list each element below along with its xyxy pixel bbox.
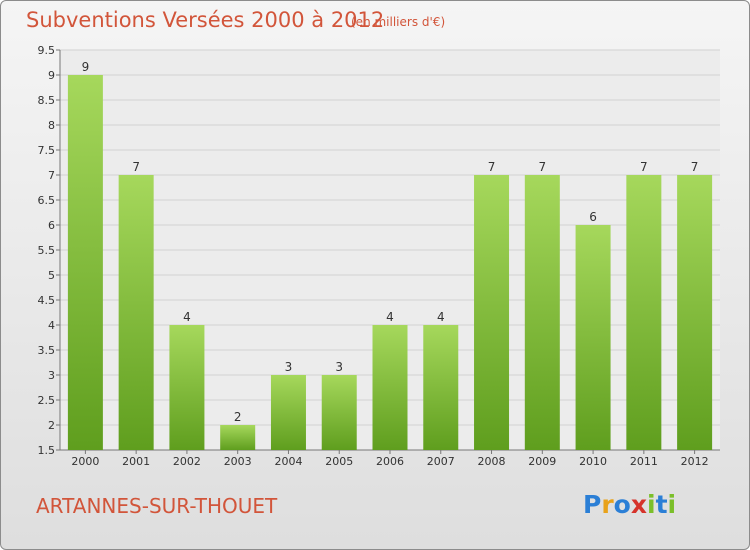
- x-tick-label-2009: 2009: [528, 455, 556, 468]
- x-tick-label-2005: 2005: [325, 455, 353, 468]
- value-label-2009: 7: [538, 160, 546, 174]
- bar-2003: [220, 425, 256, 450]
- value-label-2012: 7: [691, 160, 699, 174]
- y-tick-label: 4: [48, 319, 55, 332]
- y-tick-label: 3: [48, 369, 55, 382]
- bar-2000: [67, 75, 103, 450]
- x-tick-label-2011: 2011: [630, 455, 658, 468]
- value-label-2006: 4: [386, 310, 394, 324]
- logo-letter: x: [630, 490, 647, 519]
- bar-2006: [372, 325, 408, 450]
- value-label-2008: 7: [488, 160, 496, 174]
- logo-letter: i: [647, 490, 656, 519]
- value-label-2001: 7: [132, 160, 140, 174]
- labels: 1.5 2 2.5 3 3.5 4 4.5 5 5.5 6 6.5 7 7.5 8 8.5 9 9.5 9 2000…: [38, 44, 709, 468]
- x-tick-label-2000: 2000: [71, 455, 99, 468]
- y-tick-label: 3.5: [38, 344, 56, 357]
- commune-name: ARTANNES-SUR-THOUET: [36, 494, 278, 518]
- bar-2004: [270, 375, 306, 450]
- y-tick-label: 2: [48, 419, 55, 432]
- y-tick-label: 5.5: [38, 244, 56, 257]
- y-tick-label: 4.5: [38, 294, 56, 307]
- y-tick-label: 6.5: [38, 194, 56, 207]
- y-tick-label: 1.5: [38, 444, 56, 457]
- bar-2010: [575, 225, 611, 450]
- logo-letter: P: [583, 490, 602, 519]
- x-tick-label-2004: 2004: [274, 455, 302, 468]
- logo-letter: r: [601, 490, 614, 519]
- x-tick-label-2007: 2007: [427, 455, 455, 468]
- value-label-2005: 3: [335, 360, 343, 374]
- value-label-2000: 9: [82, 60, 90, 74]
- y-tick-label: 9: [48, 69, 55, 82]
- logo-letter: t: [655, 490, 668, 519]
- bar-2002: [169, 325, 205, 450]
- y-tick-label: 6: [48, 219, 55, 232]
- x-tick-label-2010: 2010: [579, 455, 607, 468]
- value-label-2007: 4: [437, 310, 445, 324]
- y-tick-label: 8.5: [38, 94, 56, 107]
- x-tick-label-2012: 2012: [681, 455, 709, 468]
- y-tick-label: 7.5: [38, 144, 56, 157]
- chart-title: Subventions Versées 2000 à 2012: [26, 8, 385, 32]
- bar-2012: [677, 175, 713, 450]
- bar-2009: [524, 175, 560, 450]
- y-tick-label: 7: [48, 169, 55, 182]
- value-label-2003: 2: [234, 410, 242, 424]
- proxiti-logo: Proxiti: [583, 490, 676, 519]
- bar-2005: [321, 375, 357, 450]
- bar-2008: [474, 175, 510, 450]
- y-tick-label: 9.5: [38, 44, 56, 57]
- x-tick-label-2001: 2001: [122, 455, 150, 468]
- y-tick-label: 5: [48, 269, 55, 282]
- bar-2011: [626, 175, 662, 450]
- logo-letter: o: [613, 490, 631, 519]
- x-tick-label-2006: 2006: [376, 455, 404, 468]
- x-tick-label-2002: 2002: [173, 455, 201, 468]
- chart-unit: (en milliers d'€): [351, 15, 446, 29]
- bar-2007: [423, 325, 459, 450]
- bars: [67, 75, 713, 450]
- y-tick-label: 2.5: [38, 394, 56, 407]
- x-tick-label-2008: 2008: [478, 455, 506, 468]
- y-tick-label: 8: [48, 119, 55, 132]
- x-tick-label-2003: 2003: [224, 455, 252, 468]
- value-label-2011: 7: [640, 160, 648, 174]
- value-label-2004: 3: [285, 360, 293, 374]
- value-label-2010: 6: [589, 210, 597, 224]
- value-label-2002: 4: [183, 310, 191, 324]
- logo-letter: i: [667, 490, 677, 519]
- bar-2001: [118, 175, 154, 450]
